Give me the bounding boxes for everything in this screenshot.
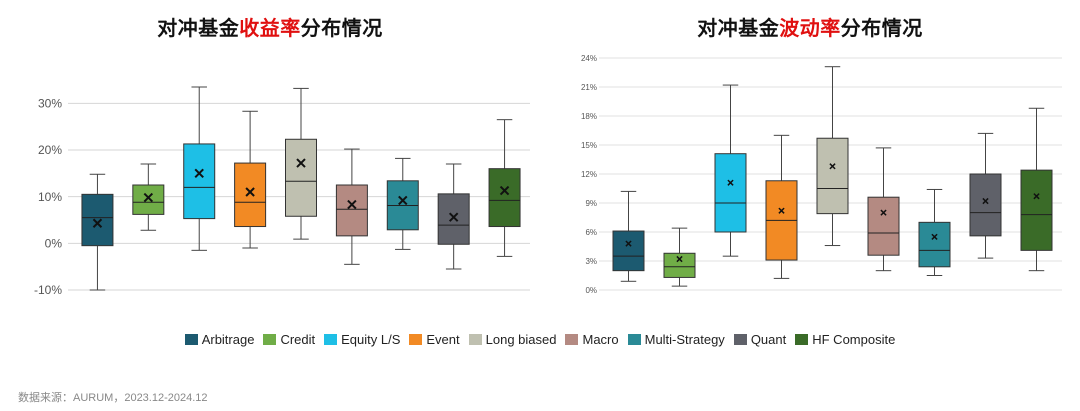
volatility-title-pre: 对冲基金 <box>697 18 780 40</box>
box <box>488 168 521 228</box>
y-tick-label: 10% <box>38 190 62 204</box>
legend-swatch <box>565 334 579 345</box>
mean-marker <box>625 240 632 247</box>
legend-label: HF Composite <box>812 332 896 347</box>
y-tick-label: 30% <box>38 97 62 111</box>
legend-swatch <box>409 334 423 345</box>
y-tick-label: 24% <box>581 54 597 63</box>
box <box>918 221 951 268</box>
mean-marker <box>194 168 204 179</box>
legend-label: Quant <box>750 332 787 347</box>
box <box>335 184 368 237</box>
legend-label: Event <box>426 332 460 347</box>
y-tick-label: 0% <box>585 286 597 295</box>
legend-label: Arbitrage <box>201 332 255 347</box>
box <box>234 162 267 228</box>
data-source-note: 数据来源：AURUM，2023.12-2024.12 <box>18 392 208 404</box>
legend-label: Multi-Strategy <box>644 332 725 347</box>
mean-marker <box>499 185 510 196</box>
legend-item: Credit <box>263 332 315 347</box>
box <box>816 137 849 215</box>
mean-marker <box>92 218 103 228</box>
legend-item: Arbitrage <box>184 332 255 347</box>
legend-label: Credit <box>280 332 316 347</box>
mean-marker <box>245 187 255 197</box>
legend: Arbitrage Credit Equity L/S Event Long biase… <box>0 332 1080 347</box>
legend-item: Quant <box>733 332 787 347</box>
mean-marker <box>880 209 887 216</box>
returns-title-pre: 对冲基金 <box>157 18 240 40</box>
box <box>714 153 747 233</box>
mean-marker <box>727 179 734 186</box>
mean-marker <box>931 233 938 240</box>
y-tick-label: 18% <box>581 112 597 121</box>
box <box>867 196 900 256</box>
returns-chart-title: 对冲基金收益率分布情况 <box>0 12 540 41</box>
legend-item: Macro <box>565 332 619 347</box>
mean-marker <box>676 255 683 263</box>
mean-marker <box>398 195 408 206</box>
y-tick-label: 15% <box>581 141 597 150</box>
box <box>1020 169 1053 251</box>
legend-item: Equity L/S <box>324 332 400 347</box>
volatility-title-highlight: 波动率 <box>779 18 841 40</box>
legend-item: Long biased <box>468 332 557 347</box>
legend-swatch <box>263 334 277 345</box>
mean-marker <box>982 197 989 205</box>
mean-marker <box>296 158 306 168</box>
volatility-chart-title: 对冲基金波动率分布情况 <box>540 12 1080 41</box>
box <box>183 143 216 220</box>
legend-swatch <box>468 334 482 345</box>
mean-marker <box>778 207 785 214</box>
returns-title-post: 分布情况 <box>300 18 383 40</box>
box <box>285 138 317 217</box>
y-tick-label: 3% <box>585 257 597 266</box>
box <box>969 173 1002 237</box>
legend-item: HF Composite <box>795 332 895 347</box>
box <box>81 193 114 247</box>
y-tick-label: 21% <box>581 83 597 92</box>
box <box>612 230 645 272</box>
legend-label: Long biased <box>485 332 557 347</box>
box <box>437 193 470 245</box>
mean-marker <box>143 192 154 203</box>
legend-label: Equity L/S <box>341 332 401 347</box>
y-tick-label: 9% <box>585 199 597 208</box>
legend-label: Macro <box>582 332 619 347</box>
y-tick-label: 12% <box>581 170 597 179</box>
returns-title-highlight: 收益率 <box>239 18 301 40</box>
y-tick-label: 6% <box>585 228 597 237</box>
legend-item: Multi-Strategy <box>627 332 725 347</box>
y-tick-label: 20% <box>38 143 62 157</box>
volatility-title-post: 分布情况 <box>840 18 923 40</box>
legend-item: Event <box>409 332 460 347</box>
mean-marker <box>829 163 836 170</box>
legend-swatch <box>324 334 338 345</box>
legend-swatch <box>184 334 198 345</box>
y-tick-label: -10% <box>34 283 62 297</box>
y-tick-label: 0% <box>45 237 63 251</box>
legend-swatch <box>627 334 641 345</box>
mean-marker <box>1033 193 1040 200</box>
legend-swatch <box>795 334 809 345</box>
legend-swatch <box>733 334 747 345</box>
box <box>132 184 165 215</box>
mean-marker <box>347 199 357 210</box>
mean-marker <box>448 212 459 222</box>
box <box>663 252 696 278</box>
